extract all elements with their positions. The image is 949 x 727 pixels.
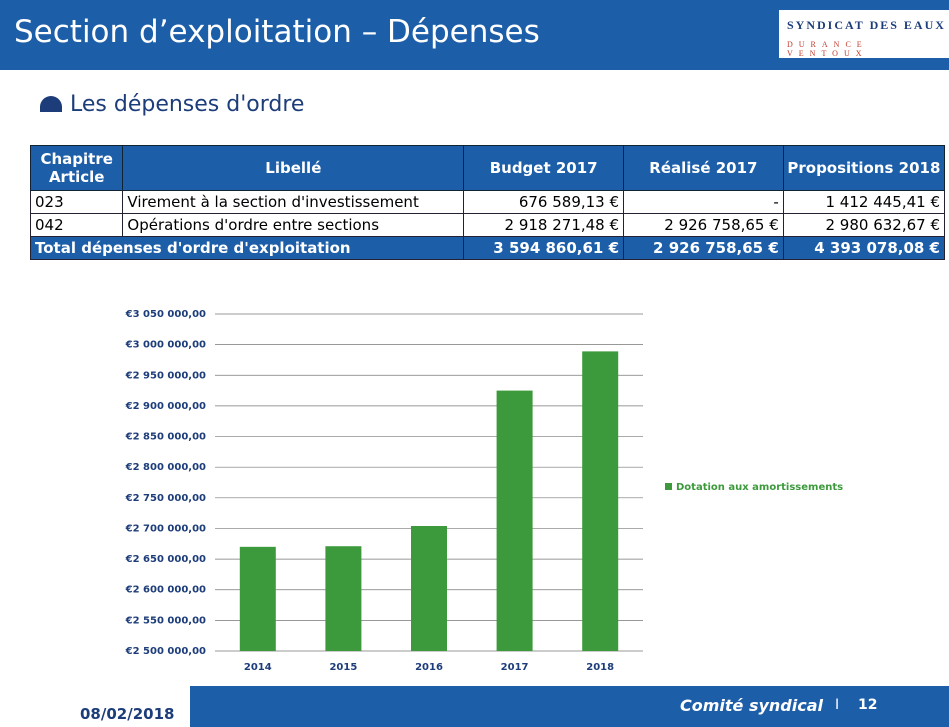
- legend-swatch: [665, 483, 672, 490]
- y-tick-label: €3 000 000,00: [125, 340, 206, 351]
- total-cell: 4 393 078,08 €: [782, 236, 946, 260]
- title: Section d’exploitation – Dépenses: [14, 14, 540, 50]
- logo-bottom: DURANCE VENTOUX: [787, 40, 868, 58]
- table-cell: 2 926 758,65 €: [623, 213, 784, 237]
- table-row: 042 Opérations d'ordre entre sections 2 91…: [29, 213, 946, 237]
- y-tick-label: €2 950 000,00: [125, 370, 206, 381]
- y-tick-label: €2 750 000,00: [125, 493, 206, 504]
- y-tick-label: €2 700 000,00: [125, 523, 206, 534]
- legend-label: Dotation aux amortissements: [676, 482, 843, 493]
- logo-top: SYNDICAT DES EAUX: [787, 18, 946, 32]
- y-tick-label: €3 050 000,00: [125, 309, 206, 320]
- table-cell: Virement à la section d'investissement: [122, 190, 465, 214]
- x-tick-label: 2018: [586, 662, 614, 673]
- page-number: 12: [858, 697, 878, 713]
- column-header: Chapitre Article: [29, 145, 124, 191]
- bar: [325, 546, 362, 651]
- table-cell: 1 412 445,41 €: [782, 190, 946, 214]
- table-cell: 676 589,13 €: [463, 190, 625, 214]
- header-bar: Section d’exploitation – Dépenses SYNDIC…: [0, 0, 949, 70]
- subtitle: Les dépenses d'ordre: [70, 92, 305, 117]
- footer-label: Comité syndical: [680, 696, 824, 715]
- x-tick-label: 2016: [415, 662, 443, 673]
- y-tick-label: €2 500 000,00: [125, 646, 206, 657]
- bar: [239, 546, 276, 651]
- x-tick-label: 2017: [501, 662, 529, 673]
- column-header: Réalisé 2017: [623, 145, 784, 191]
- total-cell: 2 926 758,65 €: [623, 236, 784, 260]
- y-tick-label: €2 550 000,00: [125, 615, 206, 626]
- logo: SYNDICAT DES EAUX DURANCE VENTOUX: [779, 10, 949, 58]
- y-tick-label: €2 650 000,00: [125, 554, 206, 565]
- y-tick-label: €2 850 000,00: [125, 432, 206, 443]
- table-row: 023 Virement à la section d'investissemen…: [29, 190, 946, 214]
- y-tick-label: €2 600 000,00: [125, 585, 206, 596]
- bar: [582, 351, 619, 651]
- total-cell: 3 594 860,61 €: [463, 236, 625, 260]
- table-cell: 023: [29, 190, 124, 214]
- column-header: Budget 2017: [463, 145, 625, 191]
- footer-bar: Comité syndical I 12: [190, 686, 949, 727]
- x-tick-label: 2014: [244, 662, 272, 673]
- date: 08/02/2018: [80, 705, 175, 723]
- separator: I: [835, 697, 840, 713]
- table: Chapitre Article Libellé Budget 2017 Réalis…: [29, 145, 946, 260]
- bullet-icon: [40, 96, 62, 112]
- y-tick-label: €2 900 000,00: [125, 401, 206, 412]
- total-row: Total dépenses d'ordre d'exploitation 3 5…: [29, 236, 946, 260]
- table-cell: 2 980 632,67 €: [782, 213, 946, 237]
- table-cell: -: [623, 190, 784, 214]
- bar: [411, 526, 447, 651]
- total-cell: Total dépenses d'ordre d'exploitation: [29, 236, 465, 260]
- x-tick-label: 2015: [329, 662, 357, 673]
- y-tick-label: €2 800 000,00: [125, 462, 206, 473]
- column-header: Propositions 2018: [782, 145, 946, 191]
- bar: [496, 390, 533, 651]
